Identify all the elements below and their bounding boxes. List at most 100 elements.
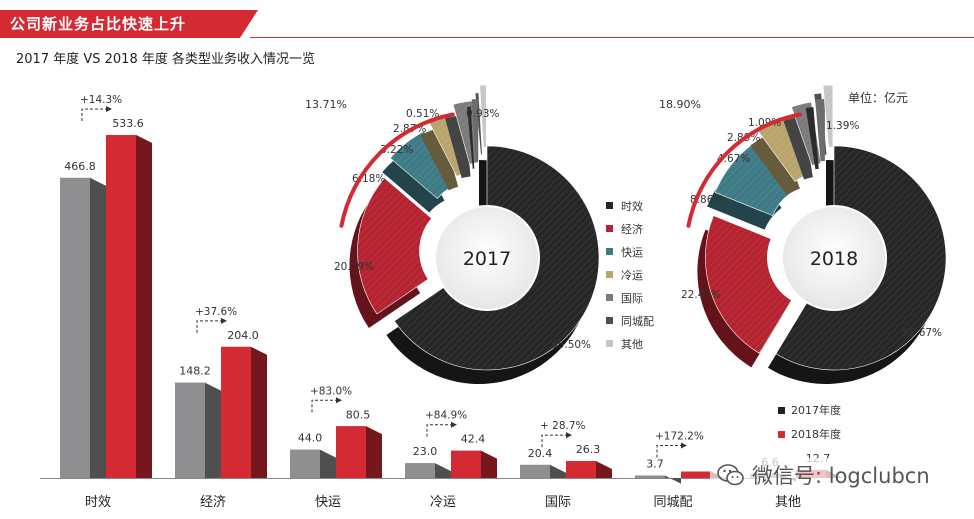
- bar-2017-5: [635, 475, 681, 484]
- growth-arrow: [311, 399, 336, 413]
- growth-label: +14.3%: [80, 94, 122, 106]
- pie-value-label: 0.51%: [406, 108, 439, 120]
- x-tick-label: 同城配: [653, 495, 692, 510]
- x-tick-label: 国际: [545, 495, 571, 510]
- x-tick-label: 时效: [85, 495, 111, 510]
- legend-swatch: [606, 202, 613, 209]
- bar-2018-2: [336, 426, 382, 478]
- bar-2018-0: [106, 134, 152, 478]
- highlight-arc: [339, 112, 455, 228]
- pie-center-label: 2017: [463, 248, 511, 270]
- legend-label: 冷运: [621, 268, 643, 282]
- pie-center-disc: [781, 205, 887, 311]
- legend-swatch: [606, 225, 613, 232]
- legend-swatch: [606, 271, 613, 278]
- value-label-2018: 42.4: [461, 433, 486, 446]
- growth-label: +84.9%: [425, 410, 467, 422]
- pie-slice-2017-1: [349, 177, 433, 328]
- x-tick-label: 快运: [315, 495, 341, 510]
- highlight-label: 13.71%: [305, 98, 347, 111]
- pie-value-label: 65.50%: [551, 339, 591, 351]
- legend-swatch: [606, 248, 613, 255]
- pie-value-label: 0.93%: [466, 108, 499, 120]
- growth-arrow: [81, 108, 106, 121]
- growth-arrow: [196, 320, 221, 333]
- pie-legend-item: 快运: [606, 240, 654, 263]
- bar-2018-4: [566, 461, 612, 478]
- value-label-2018: 204.0: [227, 329, 259, 342]
- pie-legend-item: 同城配: [606, 309, 654, 332]
- bar-2018-3: [451, 450, 497, 478]
- value-label-2018: 80.5: [346, 408, 371, 421]
- pie-slice-2018-2: [707, 143, 790, 230]
- legend-label: 经济: [621, 222, 643, 236]
- pie-center-disc: [434, 205, 540, 311]
- pie-value-label: 1.39%: [826, 120, 859, 132]
- legend-swatch: [778, 430, 785, 438]
- pie-value-label: 22.43%: [681, 289, 721, 301]
- x-tick-label: 经济: [200, 495, 226, 510]
- legend-label: 其他: [621, 337, 643, 351]
- value-label-2017: 3.7: [646, 458, 664, 471]
- bar-chart: 时效 466.8 533.6 +14.3% 经济 148.2 204.0 +37.6% 快运 44…: [40, 94, 842, 510]
- pie-legend-item: 时效: [606, 194, 654, 217]
- highlight-label: 18.90%: [659, 98, 701, 111]
- legend-label: 国际: [621, 291, 643, 305]
- title-banner: 公司新业务占比快速上升: [0, 10, 258, 38]
- pie-legend-item: 其他: [606, 332, 654, 355]
- pie-slice-2018-0: [767, 145, 947, 384]
- chart-subtitle: 2017 年度 VS 2018 年度 各类型业务收入情况一览: [16, 52, 315, 67]
- bar-2017-4: [520, 464, 566, 478]
- growth-label: +37.6%: [195, 306, 237, 318]
- watermark-text: 微信号: logclubcn: [752, 464, 930, 488]
- value-label-2017: 20.4: [528, 447, 553, 460]
- bar-legend-item: 2018年度: [778, 422, 841, 446]
- growth-arrow: [656, 445, 681, 458]
- bar-legend: 2017年度 2018年度: [778, 398, 841, 446]
- legend-label: 同城配: [621, 314, 654, 328]
- legend-label: 2018年度: [791, 428, 841, 441]
- value-label-2017: 466.8: [64, 160, 96, 173]
- highlight-arc: [686, 112, 802, 228]
- pie-center-label: 2018: [810, 248, 858, 270]
- pie-legend-item: 经济: [606, 217, 654, 240]
- bar-2017-3: [405, 463, 451, 478]
- value-label-2017: 23.0: [413, 445, 438, 458]
- legend-label: 时效: [621, 199, 643, 213]
- pie-value-label: 58.67%: [902, 327, 942, 339]
- pie-slice-2018-6: [815, 84, 834, 162]
- bar-2018-1: [221, 346, 267, 478]
- growth-label: +83.0%: [310, 385, 352, 397]
- x-tick-label: 冷运: [430, 495, 456, 510]
- legend-label: 快运: [621, 245, 643, 259]
- wechat-icon: [717, 464, 744, 486]
- pie-value-label: 20.79%: [334, 261, 374, 273]
- title-rule: [250, 37, 974, 38]
- value-label-2018: 533.6: [112, 117, 144, 130]
- legend-swatch: [606, 294, 613, 301]
- value-label-2018: 26.3: [576, 443, 601, 456]
- x-tick-label: 其他: [775, 495, 801, 510]
- unit-label: 单位：亿元: [848, 91, 909, 105]
- page-title: 公司新业务占比快速上升: [10, 15, 187, 33]
- growth-label: +172.2%: [655, 431, 704, 443]
- value-label-2017: 44.0: [298, 432, 323, 445]
- bar-2017-0: [60, 177, 106, 478]
- pie-slice-2017-6: [471, 84, 487, 162]
- pie-legend-item: 冷运: [606, 263, 654, 286]
- pie-slice-2017-2: [382, 130, 453, 213]
- pie-slice-2017-0: [386, 145, 600, 384]
- growth-arrow: [426, 424, 451, 437]
- pie-slice-2018-1: [697, 215, 792, 368]
- growth-label: + 28.7%: [540, 420, 586, 432]
- pie-legend: 时效经济快运冷运国际同城配其他: [606, 194, 654, 355]
- value-label-2017: 148.2: [179, 365, 211, 378]
- pie-value-label: 1.09%: [748, 117, 781, 129]
- pie-legend-item: 国际: [606, 286, 654, 309]
- legend-swatch: [778, 406, 785, 414]
- legend-swatch: [606, 317, 613, 324]
- bar-2017-2: [290, 449, 336, 478]
